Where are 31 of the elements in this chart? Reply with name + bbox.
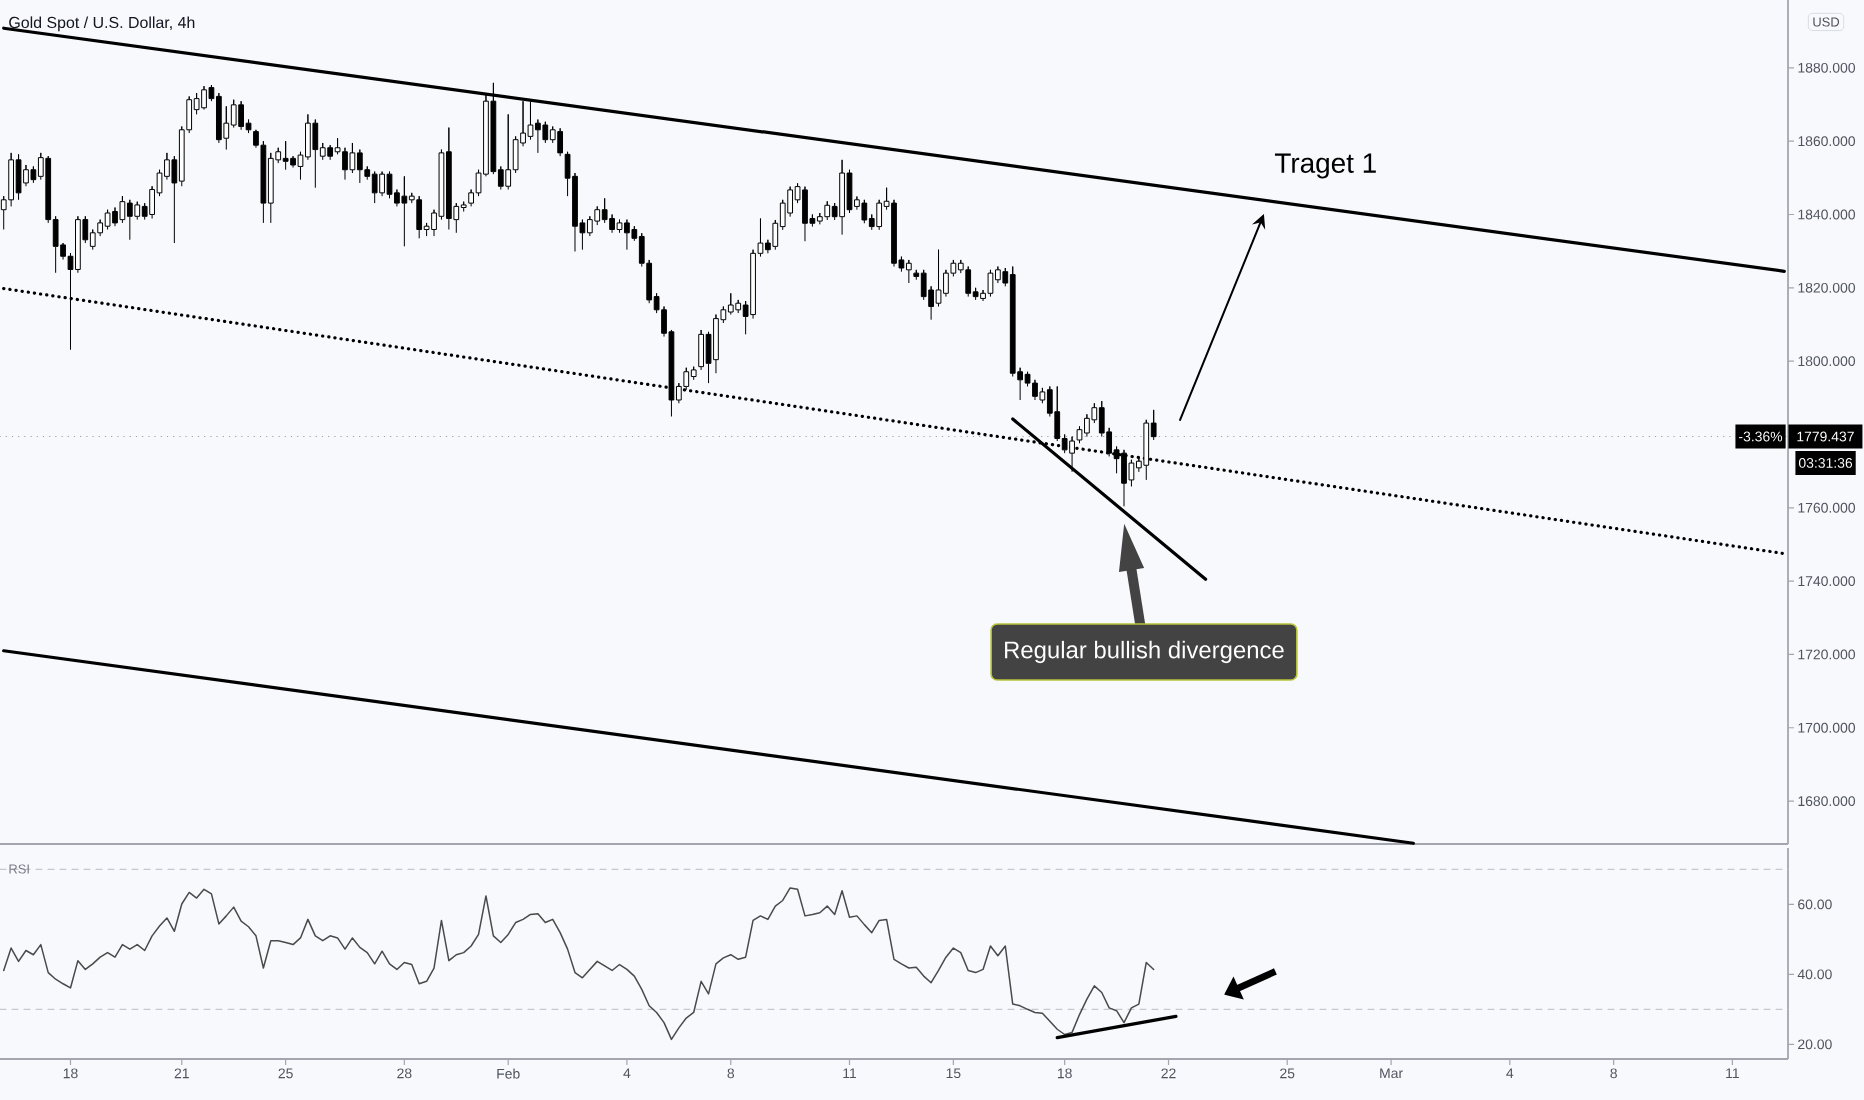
candlestick xyxy=(987,269,994,298)
candlestick xyxy=(201,85,207,111)
candlestick xyxy=(356,149,363,184)
candlestick xyxy=(15,153,22,201)
candlestick xyxy=(727,292,734,316)
candlestick xyxy=(238,100,244,131)
annotation: Regular bullish divergence xyxy=(1005,640,1284,664)
candlestick xyxy=(416,195,423,239)
candlestick xyxy=(839,159,845,236)
candlestick xyxy=(802,186,808,242)
candlestick xyxy=(371,171,378,204)
candlestick xyxy=(1121,449,1127,507)
candlestick xyxy=(282,140,289,171)
candlestick xyxy=(505,113,512,191)
candlestick xyxy=(861,199,868,224)
candlestick xyxy=(905,259,912,284)
candlestick xyxy=(445,127,452,231)
candlestick xyxy=(624,219,630,251)
candlestick xyxy=(557,127,564,157)
candlestick xyxy=(215,92,222,144)
candlestick xyxy=(327,144,334,161)
candlestick xyxy=(126,199,133,241)
candlestick xyxy=(965,266,972,298)
candlestick xyxy=(401,175,408,247)
candlestick xyxy=(312,119,319,189)
annotation: Traget 1 xyxy=(1274,153,1376,179)
candlestick xyxy=(1032,379,1038,401)
candlestick xyxy=(379,171,385,197)
candlestick xyxy=(386,171,393,199)
candlestick xyxy=(104,209,111,231)
candlestick xyxy=(824,200,831,221)
